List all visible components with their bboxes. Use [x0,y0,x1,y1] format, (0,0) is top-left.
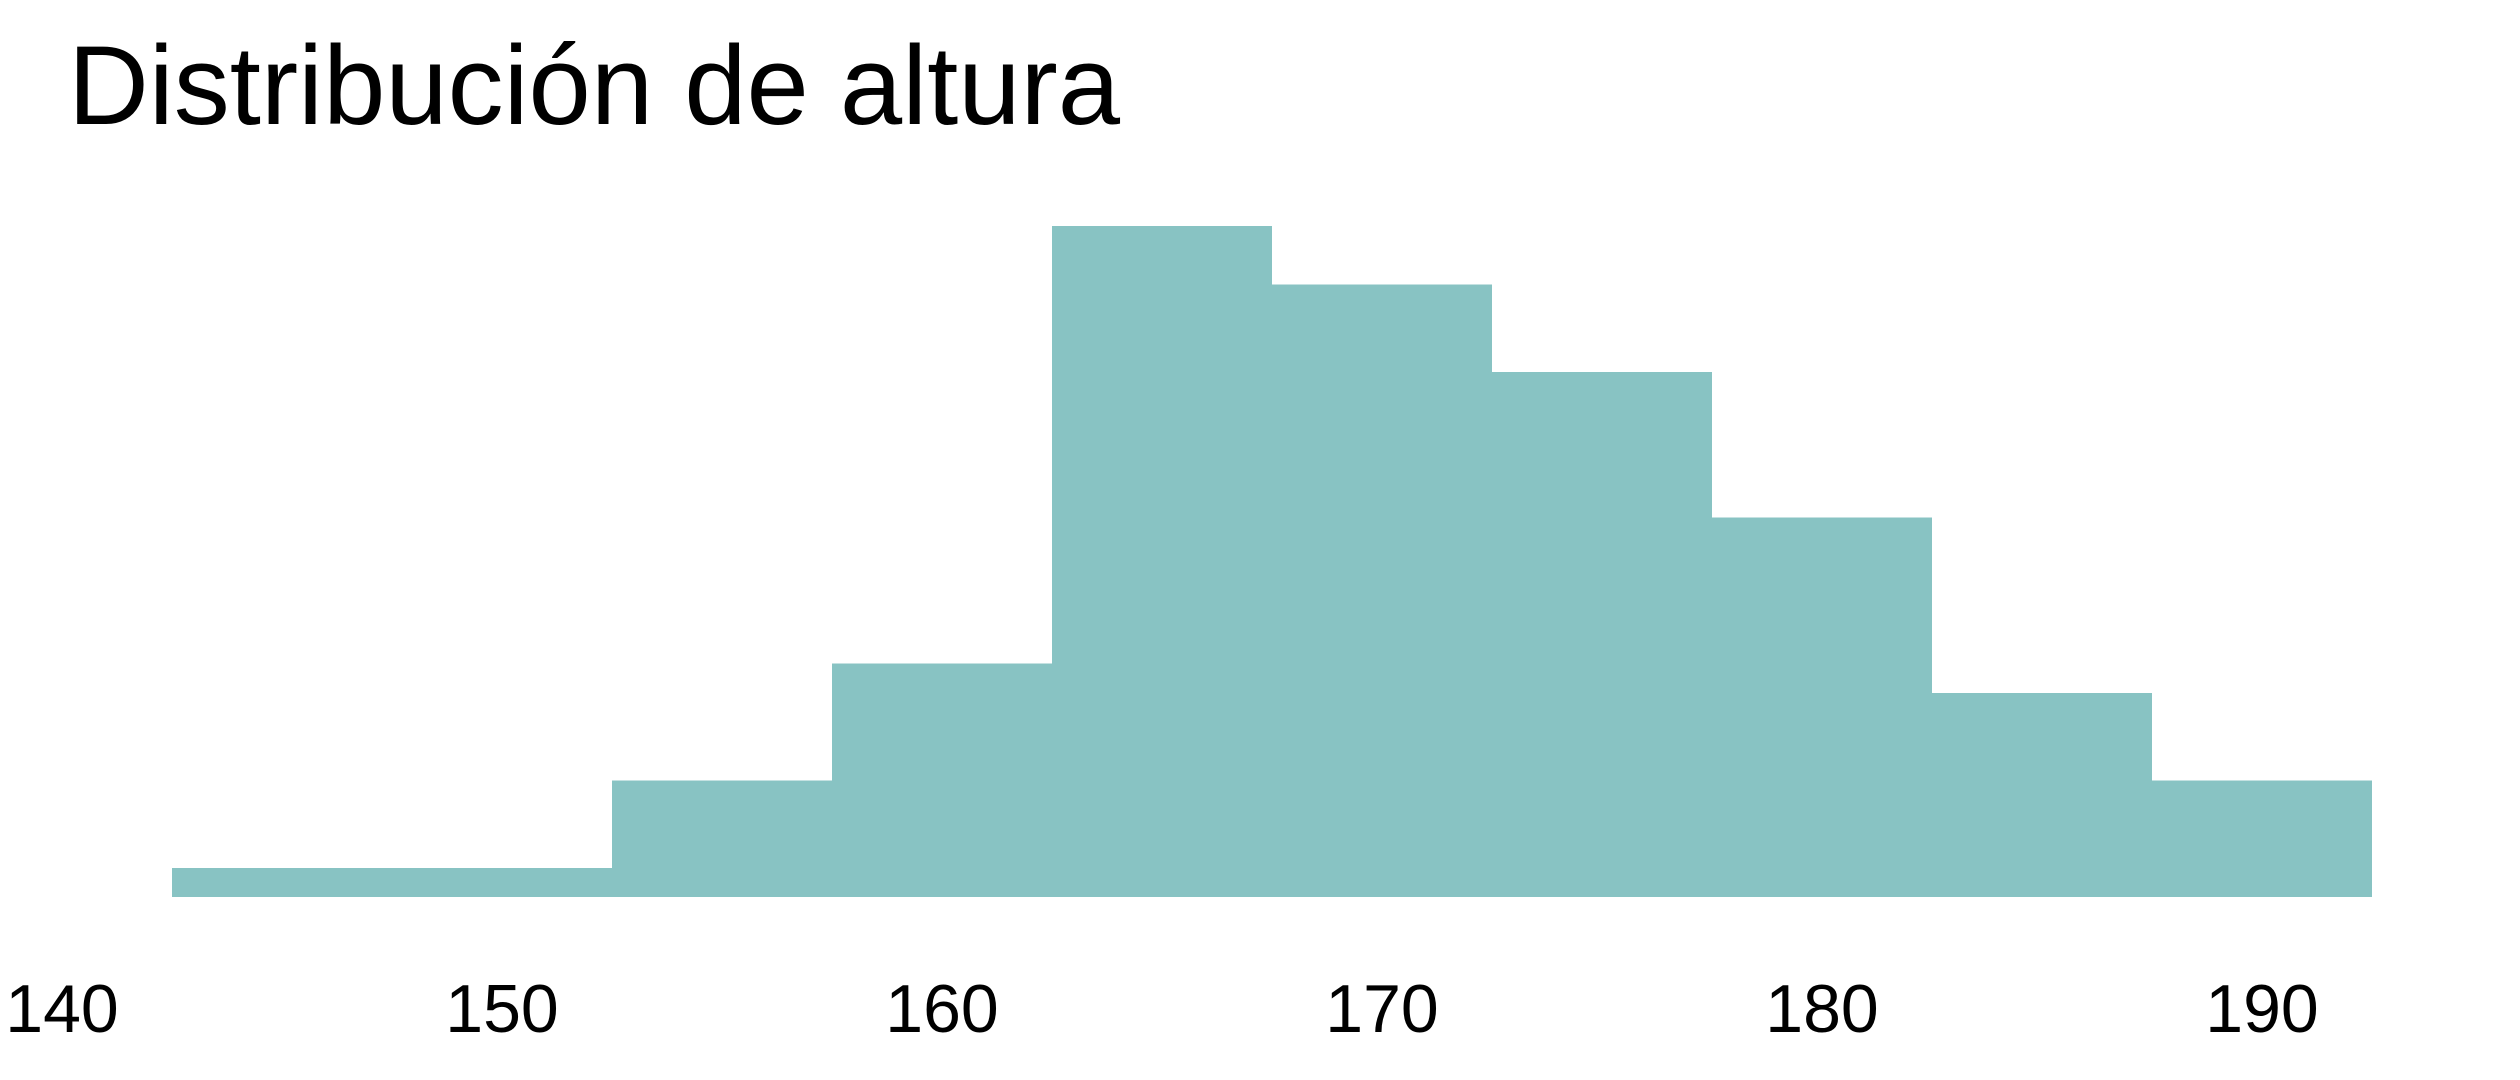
x-tick-label: 190 [2205,971,2318,1047]
x-tick-label: 140 [5,971,118,1047]
histogram-bar-6 [1712,517,1932,897]
x-tick-label: 160 [885,971,998,1047]
histogram-bar-4 [1272,284,1492,897]
histogram-bar-3 [1052,226,1272,897]
x-tick-label: 170 [1325,971,1438,1047]
histogram-bar-0 [172,867,612,897]
histogram-bar-5 [1492,371,1712,897]
histogram-bar-1 [612,780,832,897]
x-tick-label: 150 [445,971,558,1047]
chart-title: Distribución de altura [68,23,1121,148]
histogram-bar-7 [1932,692,2152,897]
histogram-bar-8 [2152,780,2372,897]
histogram-bars [172,226,2372,897]
x-tick-label: 180 [1765,971,1878,1047]
histogram-bar-2 [832,663,1052,897]
x-axis-ticks: 140 150 160 170 180 190 [5,971,2318,1047]
